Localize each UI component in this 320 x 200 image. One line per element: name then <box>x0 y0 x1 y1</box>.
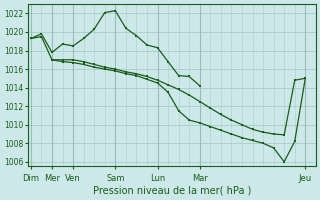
X-axis label: Pression niveau de la mer( hPa ): Pression niveau de la mer( hPa ) <box>92 186 251 196</box>
